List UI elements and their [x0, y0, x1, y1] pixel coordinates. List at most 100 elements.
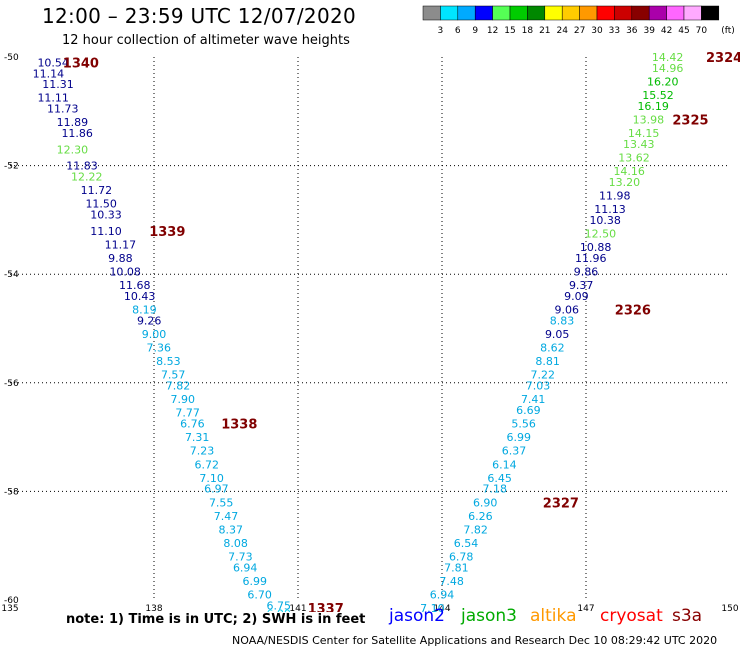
wave-height-value: 7.22 [531, 369, 556, 382]
satellite-cryosat: cryosat [600, 606, 663, 626]
wave-height-value: 6.76 [180, 418, 205, 431]
pass-time-label: 2327 [543, 496, 579, 511]
wave-height-value: 12.50 [585, 227, 617, 240]
wave-height-value: 7.77 [175, 407, 200, 420]
wave-height-value: 7.55 [209, 496, 234, 509]
wave-height-value: 11.10 [90, 225, 122, 238]
wave-height-value: 10.88 [580, 241, 612, 254]
pass-time-label: 1337 [308, 602, 344, 612]
legend-label: 45 [678, 26, 689, 36]
wave-height-value: 11.14 [33, 67, 65, 80]
wave-height-value: 6.75 [267, 599, 292, 612]
legend-unit: (ft) [721, 26, 735, 36]
wave-height-value: 6.99 [267, 608, 292, 612]
lat-tick-label: -50 [4, 53, 19, 63]
legend-label: 3 [438, 26, 444, 36]
wave-height-value: 8.53 [156, 355, 181, 368]
wave-height-value: 13.98 [633, 113, 665, 126]
lon-tick-label: 150 [721, 604, 738, 612]
wave-height-value: 11.68 [119, 279, 151, 292]
wave-height-value: 7.18 [483, 483, 508, 496]
wave-height-value: 16.20 [647, 75, 679, 88]
wave-height-value: 7.81 [444, 561, 469, 574]
wave-height-value: 6.37 [502, 445, 527, 458]
wave-height-value: 13.20 [609, 176, 641, 189]
wave-height-value: 10.08 [109, 265, 141, 278]
wave-height-value: 6.99 [507, 431, 532, 444]
wave-height-value: 14.42 [652, 51, 684, 64]
wave-height-value: 6.54 [454, 537, 479, 550]
wave-height-value: 7.36 [147, 342, 172, 355]
legend-swatch [701, 5, 720, 21]
wave-height-value: 6.94 [233, 561, 258, 574]
legend-label: 24 [556, 26, 568, 36]
wave-height-value: 9.09 [564, 290, 589, 303]
wave-height-value: 11.50 [85, 198, 117, 211]
color-legend: 3 6 9 12 15 18 21 24 27 30 33 36 39 42 45 70 (ft) [422, 5, 735, 36]
wave-height-value: 8.62 [540, 342, 565, 355]
satellite-jason2: jason2 [389, 606, 445, 626]
lat-tick-label: -56 [4, 379, 19, 389]
lon-tick-label: 141 [289, 604, 306, 612]
wave-height-value: 7.47 [214, 510, 239, 523]
wave-height-value: 7.23 [190, 445, 215, 458]
wave-height-value: 6.26 [468, 510, 493, 523]
wave-height-value: 7.48 [439, 575, 464, 588]
page-subtitle: 12 hour collection of altimeter wave hei… [62, 33, 350, 48]
legend-label: 15 [504, 26, 515, 36]
legend-label: 6 [455, 26, 461, 36]
lon-tick-label: 138 [145, 604, 162, 612]
legend-label: 30 [591, 26, 603, 36]
pass-time-label: 1338 [221, 418, 257, 433]
legend-label: 33 [609, 26, 620, 36]
wave-height-value: 8.08 [223, 537, 248, 550]
wave-height-value: 9.05 [545, 328, 570, 341]
lat-tick-label: -58 [4, 487, 19, 497]
legend-label: 39 [643, 26, 655, 36]
wave-height-value: 7.41 [521, 393, 546, 406]
wave-height-value: 8.83 [550, 314, 575, 327]
wave-height-value: 14.16 [613, 165, 645, 178]
wave-height-value: 11.72 [81, 184, 113, 197]
legend-label: 70 [696, 26, 708, 36]
wave-height-value: 7.82 [166, 380, 191, 393]
legend-label: 42 [661, 26, 672, 36]
wave-height-value: 9.00 [142, 328, 167, 341]
pass-time-label: 2326 [615, 303, 651, 318]
legend-label: 18 [522, 26, 534, 36]
wave-height-value: 7.57 [161, 369, 186, 382]
wave-height-value: 10.33 [90, 208, 122, 221]
wave-height-value: 10.43 [124, 290, 156, 303]
wave-height-value: 6.14 [492, 458, 517, 471]
wave-height-value: 10.38 [589, 214, 621, 227]
lon-tick-label: 147 [577, 604, 594, 612]
wave-height-value: 6.78 [449, 551, 474, 564]
wave-height-value: 11.17 [105, 238, 137, 251]
lat-tick-label: -52 [4, 162, 19, 172]
wave-height-value: 11.13 [594, 203, 626, 216]
wave-height-value: 6.97 [204, 483, 229, 496]
wave-height-value: 5.56 [511, 418, 536, 431]
wave-height-value: 7.90 [171, 393, 196, 406]
wave-height-value: 11.86 [61, 127, 93, 140]
satellite-jason3: jason3 [461, 606, 517, 626]
wave-height-value: 10.54 [37, 56, 69, 69]
wave-height-value: 11.89 [57, 116, 89, 129]
legend-label: 9 [472, 26, 478, 36]
pass-time-label: 1340 [63, 56, 99, 71]
wave-height-value: 9.37 [569, 279, 594, 292]
note-text: note: 1) Time is in UTC; 2) SWH is in fe… [66, 612, 366, 627]
lon-tick-label: 144 [433, 604, 450, 612]
legend-label: 12 [487, 26, 498, 36]
lon-tick-label: 135 [1, 604, 18, 612]
wave-height-value: 12.30 [57, 143, 89, 156]
wave-height-value: 6.70 [247, 589, 272, 602]
pass-time-label: 2325 [672, 113, 708, 128]
legend-label: 27 [574, 26, 585, 36]
wave-height-value: 9.86 [574, 265, 599, 278]
wave-height-value: 8.81 [535, 355, 560, 368]
legend-label: 21 [539, 26, 550, 36]
wave-height-value: 6.72 [195, 458, 220, 471]
page-title: 12:00 – 23:59 UTC 12/07/2020 [42, 4, 357, 28]
